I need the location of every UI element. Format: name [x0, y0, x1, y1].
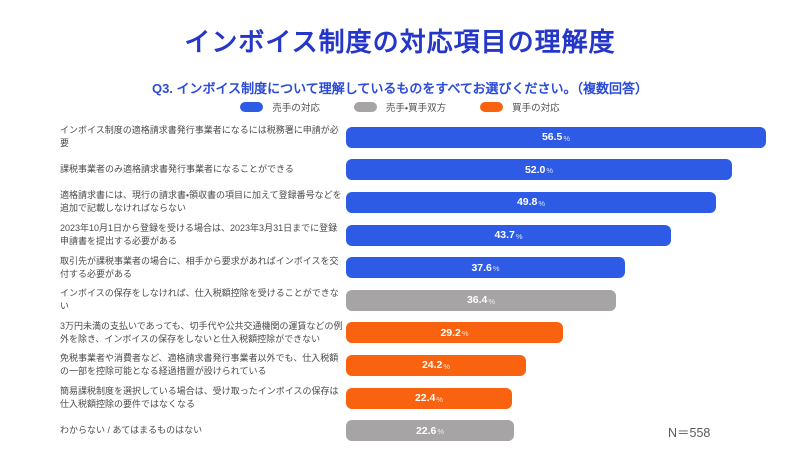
table-row: インボイス制度の適格請求書発行事業者になるには税務署に申請が必要 56.5%	[60, 121, 782, 154]
bar-category-label: 簡易課税制度を選択している場合は、受け取ったインボイスの保存は仕入税額控除の要件…	[60, 386, 339, 410]
bar-category-label: 2023年10月1日から登録を受ける場合は、2023年3月31日までに登録申請書…	[60, 223, 338, 247]
percent-sign: %	[546, 166, 554, 176]
legend-label: 買手の対応	[512, 103, 560, 114]
bar-track: 36.4%	[346, 289, 782, 311]
bar-value-number: 22.4	[414, 392, 436, 405]
bar-category-label: 課税事業者のみ適格請求書発行事業者になることができる	[60, 164, 294, 175]
table-row: 免税事業者や消費者など、適格請求書発行事業者以外でも、仕入税額の一部を控除可能と…	[60, 349, 782, 382]
table-row: 簡易課税制度を選択している場合は、受け取ったインボイスの保存は仕入税額控除の要件…	[60, 382, 782, 415]
percent-sign: %	[492, 264, 500, 274]
percent-sign: %	[436, 394, 444, 404]
percent-sign: %	[443, 361, 451, 371]
bar-value-label: 36.4%	[346, 290, 616, 311]
legend-item-both: 売手・買手双方	[353, 100, 447, 114]
bar-value-label: 56.5%	[346, 127, 766, 148]
bar-value-label: 29.2%	[346, 322, 563, 343]
bar-value-number: 37.6	[471, 261, 492, 274]
bar-value-number: 22.6	[415, 424, 437, 437]
legend-swatch-both	[353, 102, 377, 112]
bar-seller: 56.5%	[346, 126, 766, 148]
chart-legend: 売手の対応 売手・買手双方 買手の対応	[0, 100, 800, 114]
percent-sign: %	[515, 231, 523, 241]
percent-sign: %	[563, 133, 571, 143]
percent-sign: %	[488, 296, 496, 306]
bar-track: 22.4%	[346, 387, 782, 409]
bar-category-label: 免税事業者や消費者など、適格請求書発行事業者以外でも、仕入税額の一部を控除可能と…	[60, 353, 339, 377]
percent-sign: %	[437, 427, 445, 437]
bar-track: 56.5%	[346, 126, 782, 148]
bar-track: 37.6%	[346, 257, 782, 279]
legend-label: 売手の対応	[272, 103, 320, 114]
bar-track: 49.8%	[346, 191, 782, 213]
bar-buyer: 22.4%	[346, 387, 512, 409]
table-row: 課税事業者のみ適格請求書発行事業者になることができる 52.0%	[60, 154, 782, 187]
bar-value-number: 56.5	[541, 131, 563, 144]
bar-category-label: インボイス制度の適格請求書発行事業者になるには税務署に申請が必要	[60, 125, 339, 149]
bar-value-label: 22.4%	[346, 388, 512, 409]
bar-value-number: 43.7	[494, 229, 515, 242]
bar-seller: 37.6%	[346, 257, 625, 279]
bar-category-label: 適格請求書には、現行の請求書・領収書の項目に加えて登録番号などを追加で記載しなけ…	[60, 190, 342, 214]
table-row: 2023年10月1日から登録を受ける場合は、2023年3月31日までに登録申請書…	[60, 219, 782, 252]
bar-seller: 49.8%	[346, 191, 716, 213]
table-row: インボイスの保存をしなければ、仕入税額控除を受けることができない 36.4%	[60, 284, 782, 317]
bar-track: 43.7%	[346, 224, 782, 246]
bar-seller: 52.0%	[346, 159, 732, 181]
table-row: わからない / あてはまるものはない 22.6%	[60, 414, 782, 447]
bar-both: 36.4%	[346, 289, 616, 311]
bar-chart: インボイス制度の適格請求書発行事業者になるには税務署に申請が必要 56.5% 課税事…	[60, 121, 782, 447]
bar-value-number: 29.2	[440, 326, 461, 339]
bar-value-number: 52.0	[524, 163, 546, 176]
bar-track: 52.0%	[346, 159, 782, 181]
legend-swatch-buyer	[480, 102, 504, 112]
bar-category-label: わからない / あてはまるものはない	[60, 425, 203, 436]
table-row: 3万円未満の支払いであっても、切手代や公共交通機関の運賃などの例外を除き、インボ…	[60, 317, 782, 350]
percent-sign: %	[538, 198, 546, 208]
percent-sign: %	[461, 329, 469, 339]
legend-item-buyer: 買手の対応	[480, 100, 560, 114]
bar-value-label: 49.8%	[346, 192, 716, 213]
bar-category-label: 3万円未満の支払いであっても、切手代や公共交通機関の運賃などの例外を除き、インボ…	[60, 320, 343, 344]
bar-buyer: 24.2%	[346, 354, 526, 376]
bar-track: 24.2%	[346, 354, 782, 376]
bar-category-label: インボイスの保存をしなければ、仕入税額控除を受けることができない	[60, 288, 339, 312]
sample-size-note: N＝558	[668, 426, 711, 440]
bar-value-number: 49.8	[516, 196, 538, 209]
legend-swatch-seller	[240, 102, 264, 112]
bar-value-number: 36.4	[466, 294, 488, 307]
question-subtitle: Q3. インボイス制度について理解しているものをすべてお選びください。（複数回答…	[151, 81, 649, 96]
bar-track: 29.2%	[346, 322, 782, 344]
bar-both: 22.6%	[346, 420, 514, 442]
legend-label: 売手・買手双方	[385, 103, 447, 114]
bar-value-number: 24.2	[421, 359, 443, 372]
bar-seller: 43.7%	[346, 224, 671, 246]
table-row: 取引先が課税事業者の場合に、相手から要求があればインボイスを交付する必要がある 3…	[60, 251, 782, 284]
bar-value-label: 43.7%	[346, 225, 671, 246]
bar-buyer: 29.2%	[346, 322, 563, 344]
bar-track: 22.6%	[346, 420, 782, 442]
table-row: 適格請求書には、現行の請求書・領収書の項目に加えて登録番号などを追加で記載しなけ…	[60, 186, 782, 219]
page-title: インボイス制度の対応項目の理解度	[184, 27, 616, 57]
bar-value-label: 24.2%	[346, 355, 526, 376]
bar-value-label: 52.0%	[346, 159, 732, 180]
bar-value-label: 37.6%	[346, 257, 625, 278]
legend-item-seller: 売手の対応	[240, 100, 320, 114]
bar-category-label: 取引先が課税事業者の場合に、相手から要求があればインボイスを交付する必要がある	[60, 255, 339, 279]
bar-value-label: 22.6%	[346, 420, 514, 441]
